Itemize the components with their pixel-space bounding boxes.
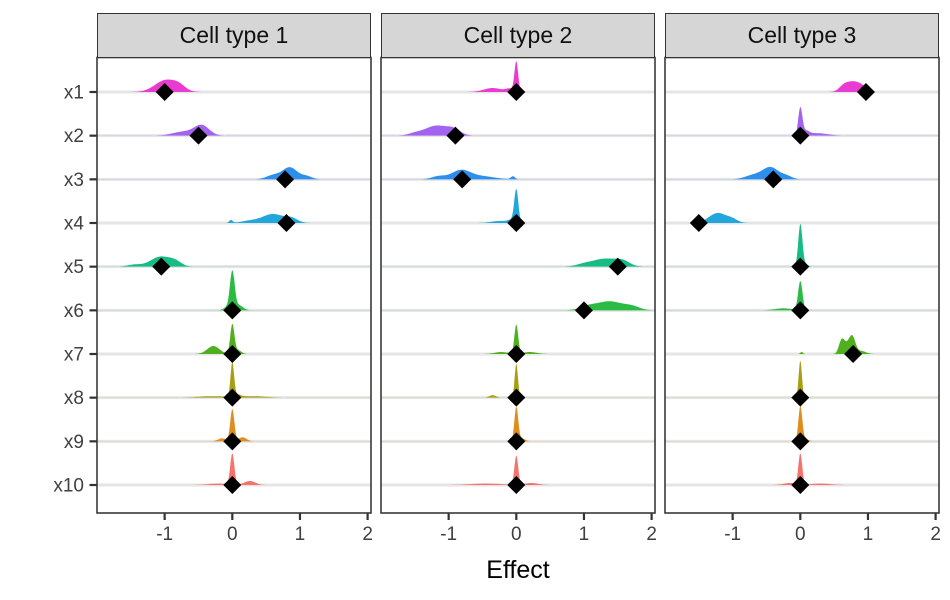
facet-strip-3: Cell type 3	[665, 13, 939, 58]
estimate-diamond-panel2-x6	[574, 301, 593, 320]
estimate-diamond-panel2-x2	[446, 126, 465, 145]
facet-strip-1: Cell type 1	[97, 13, 371, 58]
density-panel3-x10	[665, 453, 939, 486]
x-tick-label: 2	[930, 524, 941, 545]
density-panel2-x7	[381, 324, 655, 355]
estimate-diamond-panel1-x3	[276, 170, 295, 189]
density-panel1-x6	[97, 270, 371, 311]
density-panel2-x2	[381, 125, 655, 136]
x-tick-label: -1	[724, 524, 741, 545]
density-panel3-x4	[665, 212, 939, 224]
x-axis-title: Effect	[486, 556, 550, 584]
estimate-diamond-panel1-x7	[223, 345, 242, 364]
x-tick-label: 1	[863, 524, 874, 545]
estimate-diamond-panel1-x2	[189, 126, 208, 145]
density-panel3-x2	[665, 107, 939, 136]
x-tick-label: -1	[440, 524, 457, 545]
estimate-diamond-panel3-x2	[791, 126, 810, 145]
density-panel3-x9	[665, 406, 939, 442]
facet-strip-2: Cell type 2	[381, 13, 655, 58]
y-axis-label-x1: x1	[64, 83, 84, 104]
estimate-diamond-panel2-x7	[507, 345, 526, 364]
y-axis-label-x10: x10	[53, 476, 84, 497]
estimate-diamond-panel1-x1	[155, 83, 174, 101]
density-panel1-x8	[97, 361, 371, 398]
y-axis-label-x5: x5	[64, 257, 84, 278]
density-panel3-x1	[665, 81, 939, 92]
density-panel1-x3	[97, 167, 371, 180]
density-panel2-x9	[381, 406, 655, 442]
density-panel3-x7	[665, 335, 939, 355]
y-axis-label-x9: x9	[64, 432, 84, 453]
estimate-diamond-panel1-x8	[223, 388, 242, 407]
estimate-diamond-panel2-x1	[507, 83, 526, 101]
density-panel3-x6	[665, 281, 939, 311]
density-panel2-x1	[381, 61, 655, 92]
x-tick-label: 0	[795, 524, 806, 545]
density-panel1-x5	[97, 256, 371, 267]
density-panel2-x4	[381, 189, 655, 224]
facet-strip-label-1: Cell type 1	[179, 22, 289, 48]
y-axis-label-x8: x8	[64, 388, 84, 409]
y-axis-label-x4: x4	[64, 214, 85, 235]
density-panel2-x8	[381, 363, 655, 398]
estimate-diamond-panel3-x10	[791, 476, 810, 495]
estimate-diamond-panel2-x5	[608, 257, 627, 276]
y-axis-label-x3: x3	[64, 170, 84, 191]
estimate-diamond-panel2-x8	[507, 388, 526, 407]
estimate-diamond-panel2-x9	[507, 432, 526, 451]
estimate-diamond-panel3-x9	[791, 432, 810, 451]
estimate-diamond-panel2-x3	[453, 170, 472, 189]
y-axis-label-x2: x2	[64, 126, 84, 147]
estimate-diamond-panel3-x1	[856, 83, 875, 101]
x-tick-label: 0	[511, 524, 522, 545]
estimate-diamond-panel3-x5	[791, 257, 810, 276]
density-panel1-x7	[97, 324, 371, 355]
estimate-diamond-panel3-x3	[764, 170, 783, 189]
estimate-diamond-panel1-x5	[152, 257, 171, 276]
density-panel2-x10	[381, 455, 655, 486]
density-panel3-x5	[665, 224, 939, 267]
x-tick-label: -1	[156, 524, 173, 545]
y-axis-label-x7: x7	[64, 345, 84, 366]
density-panel2-x3	[381, 169, 655, 180]
x-tick-label: 1	[295, 524, 306, 545]
facet-strip-label-3: Cell type 3	[747, 22, 857, 48]
estimate-diamond-panel2-x4	[507, 214, 526, 233]
estimate-diamond-panel1-x4	[277, 214, 296, 233]
density-panel1-x2	[97, 124, 371, 136]
estimate-diamond-panel3-x8	[791, 388, 810, 407]
estimate-diamond-panel2-x10	[507, 476, 526, 495]
density-panel1-x9	[97, 409, 371, 442]
density-panel2-x5	[381, 258, 655, 267]
x-tick-label: 2	[646, 524, 657, 545]
density-panel3-x8	[665, 360, 939, 398]
density-panel1-x1	[97, 79, 371, 92]
x-tick-label: 0	[227, 524, 238, 545]
estimate-diamond-panel1-x10	[223, 476, 242, 495]
estimate-diamond-panel3-x6	[791, 301, 810, 320]
y-axis-label-x6: x6	[64, 301, 84, 322]
estimate-diamond-panel3-x7	[844, 345, 863, 364]
estimate-diamond-panel1-x6	[223, 301, 242, 320]
x-tick-label: 2	[362, 524, 373, 545]
estimate-diamond-panel1-x9	[223, 432, 242, 451]
density-panel3-x3	[665, 166, 939, 180]
x-tick-label: 1	[579, 524, 590, 545]
estimate-diamond-panel3-x4	[689, 214, 708, 233]
density-panel1-x10	[97, 453, 371, 486]
facet-strip-label-2: Cell type 2	[463, 22, 573, 48]
